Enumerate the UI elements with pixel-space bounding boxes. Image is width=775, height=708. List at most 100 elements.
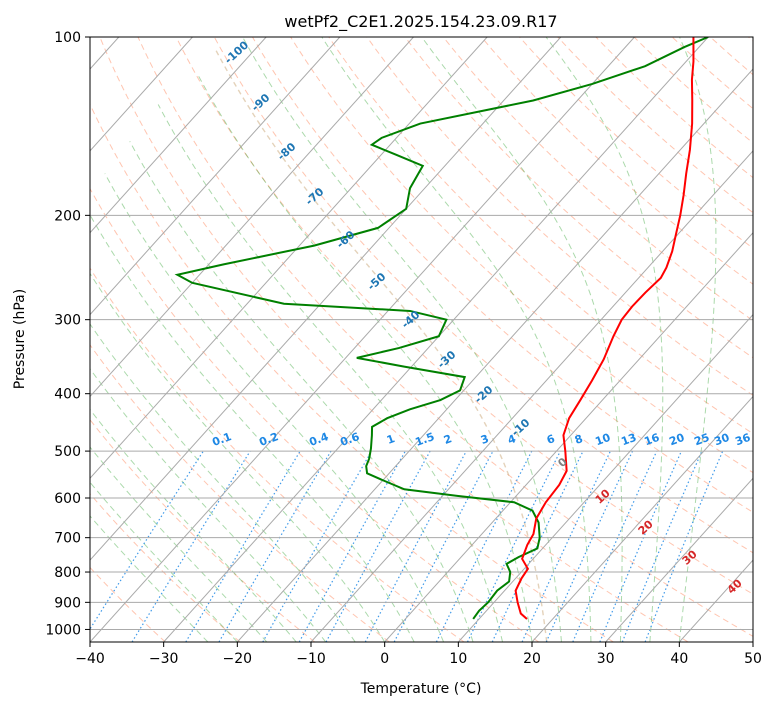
dry-adiabat [442, 37, 753, 322]
mixing-ratio-line [298, 450, 406, 642]
isotherm-label: -70 [303, 185, 327, 208]
moist-adiabat [90, 323, 356, 642]
isotherm [90, 37, 341, 316]
mixing-ratio-label: 6 [545, 432, 557, 447]
isotherm-label: 20 [636, 517, 656, 537]
x-tick-label: −30 [149, 651, 179, 667]
moist-adiabat [545, 37, 664, 642]
moist-adiabat [90, 213, 415, 642]
dry-adiabat [748, 37, 753, 42]
x-tick-label: −20 [223, 651, 253, 667]
moist-adiabat [90, 515, 209, 642]
moist-adiabat [678, 37, 717, 642]
dry-adiabat [328, 37, 753, 435]
moist-adiabat [242, 37, 562, 642]
y-axis-title: Pressure (hPa) [12, 289, 28, 389]
isotherm-label: -100 [222, 38, 251, 66]
mixing-ratio-label: 16 [642, 431, 661, 449]
isotherm-label: -50 [365, 270, 389, 293]
isotherm [90, 37, 562, 561]
mixing-ratio-label: 0.4 [307, 430, 330, 449]
mixing-ratio-line [521, 450, 611, 642]
isotherm [752, 641, 753, 642]
mixing-ratio-line [599, 450, 682, 642]
isotherm-label: -90 [249, 91, 273, 114]
moist-adiabat [196, 72, 533, 642]
isotherm-label: -60 [334, 228, 358, 251]
y-tick-label: 900 [54, 595, 81, 611]
isotherm [90, 37, 267, 234]
mixing-ratio-label: 10 [593, 431, 612, 449]
moist-adiabat [90, 446, 268, 642]
mixing-ratio-label: 30 [712, 431, 731, 449]
isotherm [457, 313, 753, 642]
mixing-ratio-label: 4 [506, 432, 518, 447]
plot-frame [89, 36, 754, 643]
dry-adiabat [137, 37, 753, 637]
y-tick-label: 100 [54, 30, 81, 46]
moist-adiabat [104, 173, 445, 642]
y-tick-label: 400 [54, 387, 81, 403]
mixing-ratio-line [621, 450, 703, 642]
x-tick-label: 30 [597, 651, 615, 667]
mixing-ratio-line [185, 450, 301, 642]
isotherm [90, 37, 635, 642]
dry-adiabat [252, 37, 753, 513]
dry-adiabat [213, 37, 753, 554]
dry-adiabat [404, 37, 753, 359]
y-tick-label: 600 [54, 491, 81, 507]
mixing-ratio-label: 25 [692, 431, 711, 448]
moist-adiabat [90, 481, 238, 642]
mixing-ratio-label: 0.6 [338, 430, 361, 449]
mixing-ratio-line [644, 450, 724, 642]
dry-adiabat [90, 267, 465, 642]
isotherm-label: 30 [680, 547, 700, 567]
isotherm-label: 40 [725, 576, 745, 596]
dry-adiabat [90, 344, 390, 642]
isotherm [384, 231, 753, 642]
dry-adiabat [90, 187, 540, 642]
moist-adiabat [90, 272, 386, 642]
moist-adiabat [321, 37, 592, 642]
x-tick-label: 40 [670, 651, 688, 667]
mixing-ratio-line [364, 450, 467, 642]
moist-adiabat [129, 141, 474, 642]
x-tick-label: 50 [744, 651, 762, 667]
mixing-ratio-line [435, 450, 533, 642]
y-tick-label: 700 [54, 531, 81, 547]
isotherm-label: -30 [435, 348, 459, 371]
x-axis-title: Temperature (°C) [360, 681, 482, 697]
isotherm-label: -20 [472, 383, 496, 406]
dry-adiabat [519, 37, 753, 249]
special-curve [214, 49, 548, 642]
temperature-profile [514, 37, 695, 620]
y-tick-label: 1000 [45, 622, 81, 638]
mixing-ratio-line [262, 450, 373, 642]
dry-adiabat [557, 37, 753, 214]
mixing-ratio-label: 20 [667, 431, 686, 449]
isotherm [310, 150, 753, 642]
mixing-ratio-line [466, 450, 561, 642]
mixing-ratio-label: 1 [385, 432, 397, 447]
isotherm-label: -80 [275, 140, 299, 163]
mixing-ratio-label: 8 [573, 432, 585, 447]
dry-adiabat [90, 418, 315, 642]
isotherm [90, 37, 414, 398]
moist-adiabat [90, 367, 327, 642]
mixing-ratio-label: 13 [619, 431, 638, 448]
isotherm [90, 37, 193, 152]
y-tick-label: 800 [54, 565, 81, 581]
moist-adiabat [90, 408, 297, 642]
x-tick-label: 10 [449, 651, 467, 667]
isotherm [531, 395, 753, 642]
y-tick-label: 500 [54, 444, 81, 460]
x-tick-label: −40 [75, 651, 105, 667]
dry-adiabat [633, 37, 753, 144]
dry-adiabat [709, 37, 753, 76]
dry-adiabat [290, 37, 753, 474]
dry-adiabat [175, 37, 753, 595]
moist-adiabat [157, 104, 504, 642]
mixing-ratio-label: 36 [733, 431, 752, 449]
